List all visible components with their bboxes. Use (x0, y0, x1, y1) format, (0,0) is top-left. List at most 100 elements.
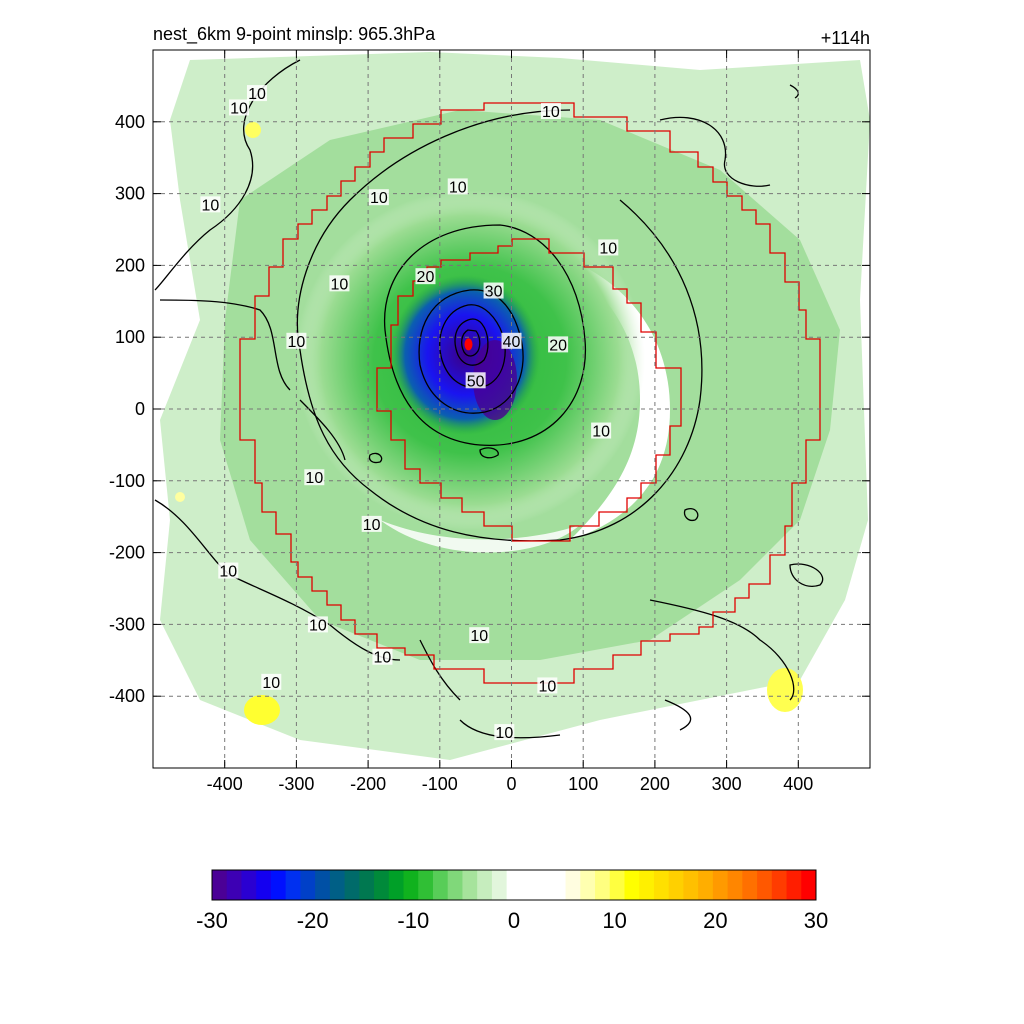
contour-label-bg (246, 85, 267, 102)
contour-label-text: 10 (331, 276, 349, 293)
contour-label-text: 10 (449, 179, 467, 196)
contour-label: 10 (229, 99, 250, 117)
title-left: nest_6km 9-point minslp: 965.3hPa (153, 24, 436, 45)
contour-label-bg (286, 332, 307, 349)
contour-label-bg (200, 196, 221, 213)
colorbar-swatch (212, 870, 228, 900)
contour-label-text: 10 (262, 675, 280, 692)
contour-label-bg (372, 648, 393, 665)
colorbar-swatch (374, 870, 390, 900)
y-tick-label: 400 (115, 112, 145, 132)
contour-label: 20 (548, 336, 569, 354)
y-tick-label: 0 (135, 399, 145, 419)
colorbar-swatch (359, 870, 375, 900)
contour-label-bg (229, 99, 250, 116)
contour-label-text: 10 (363, 517, 381, 534)
contour-label-text: 10 (470, 628, 488, 645)
contour-label-bg (307, 616, 328, 633)
contour-label: 40 (501, 332, 522, 351)
contour-10-se (649, 599, 795, 731)
contour-label-bg (465, 372, 486, 389)
colorbar-tick-label: -20 (297, 908, 329, 933)
colorbar-swatch (609, 870, 625, 900)
contour-label: 10 (540, 103, 561, 121)
contour-label: 10 (591, 422, 612, 441)
colorbar-tick-label: 30 (804, 908, 828, 933)
white-gap-south (380, 520, 580, 553)
axes: -400 -300 -200 -100 0 100 200 300 400-400-300-20… (109, 50, 870, 794)
x-tick-label: 300 (712, 774, 742, 794)
x-tick-label: -200 (350, 774, 386, 794)
colorbar-tick-label: 20 (703, 908, 727, 933)
contour-label: 10 (368, 189, 389, 207)
contour-label-text: 10 (538, 678, 556, 695)
contour-label-text: 30 (485, 284, 503, 301)
contour-label-bg (415, 268, 436, 285)
colorbar-swatch (388, 870, 405, 900)
colorbar-swatch (462, 870, 478, 900)
storm-center-marker (464, 338, 473, 351)
contour-label: 10 (447, 178, 468, 196)
colorbar-swatch (624, 870, 640, 900)
colorbar-swatch (536, 870, 552, 900)
colorbar-swatch (315, 870, 331, 900)
x-tick-label: 100 (568, 774, 598, 794)
contour-label: 10 (218, 562, 239, 581)
contour-label: 10 (469, 627, 490, 645)
contour-label-bg (304, 469, 325, 486)
contour-label-text: 50 (467, 373, 485, 390)
colorbar-tick-label: -10 (397, 908, 429, 933)
colorbar-swatch (521, 870, 537, 900)
colorbar-swatch (256, 870, 272, 900)
contour-label: 10 (304, 469, 325, 487)
contour-label-text: 10 (230, 100, 248, 117)
contour-label-bg (447, 178, 468, 195)
contour-label-bg (261, 673, 282, 690)
x-tick-label: -400 (207, 774, 243, 794)
positive-spot (767, 668, 803, 712)
colorbar-swatch (418, 870, 434, 900)
contour-labels: 1010101010101010102030204050101010101010… (200, 85, 619, 742)
contour-eye-2 (461, 329, 481, 357)
x-tick-label: 0 (506, 774, 516, 794)
contour-label: 10 (494, 724, 515, 742)
contour-label-text: 10 (370, 190, 388, 207)
colorbar-frame (211, 869, 817, 901)
contour-label-text: 10 (305, 470, 323, 487)
contour-label: 50 (465, 372, 486, 390)
x-tick-label: 200 (640, 774, 670, 794)
contour-label-bg (218, 562, 239, 579)
contour-label-text: 40 (503, 334, 521, 351)
contour-label: 10 (361, 515, 382, 534)
colorbar-swatch (698, 870, 714, 900)
contour-label-text: 10 (201, 197, 219, 214)
colorbar-swatch (742, 870, 758, 900)
contour-label: 10 (246, 85, 267, 103)
positive-spot (245, 122, 261, 138)
contour-label-bg (540, 103, 561, 120)
contour-10-small (368, 447, 824, 587)
contour-20 (383, 224, 587, 446)
contour-label-bg (368, 189, 389, 206)
colorbar-swatch (447, 870, 463, 900)
contour-label-text: 10 (219, 564, 237, 581)
y-tick-label: -300 (109, 614, 145, 634)
y-tick-label: -200 (109, 543, 145, 563)
contour-label: 10 (598, 239, 619, 257)
contour-label: 10 (307, 616, 328, 634)
y-tick-label: 300 (115, 184, 145, 204)
contour-label-bg (329, 275, 350, 292)
outer-nest-boundary (239, 102, 821, 684)
contour-label: 30 (483, 282, 504, 301)
contour-lines (154, 59, 824, 739)
colorbar-swatch (403, 870, 419, 900)
x-tick-label: -300 (278, 774, 314, 794)
contour-label-text: 10 (542, 104, 560, 121)
contour-label-bg (361, 515, 382, 532)
colorbar-swatch (639, 870, 655, 900)
colorbar-swatch (270, 870, 287, 900)
colorbar-swatch (771, 870, 788, 900)
contour-label-bg (537, 677, 558, 694)
contour-label-bg (548, 336, 569, 353)
contour-label-bg (494, 724, 515, 741)
